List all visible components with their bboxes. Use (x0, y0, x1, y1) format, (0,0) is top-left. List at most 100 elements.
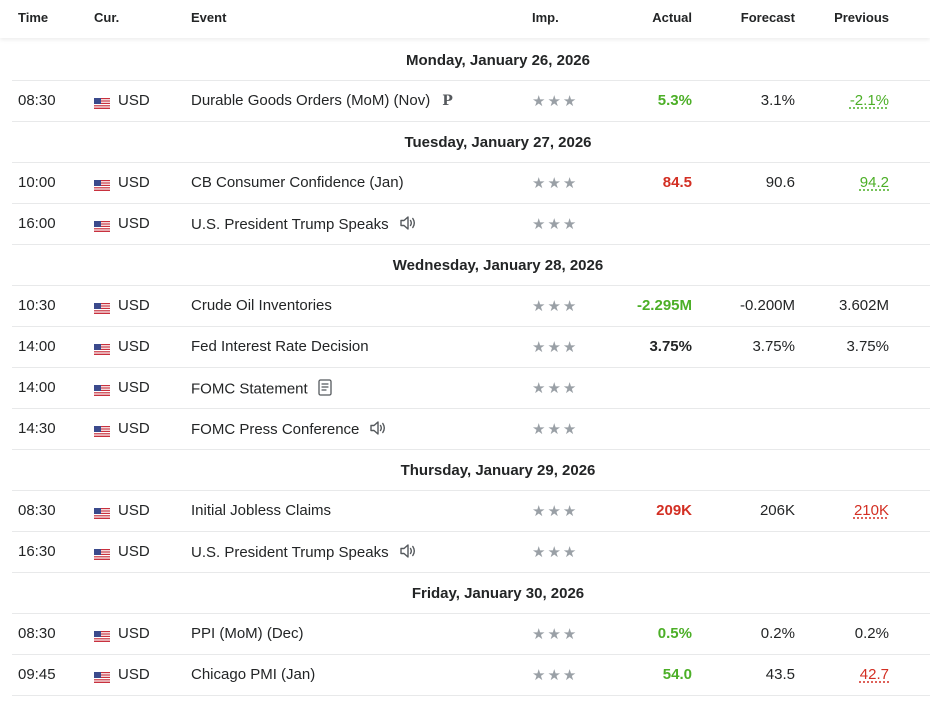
event-name-cell[interactable]: CB Consumer Confidence (Jan) (191, 174, 404, 191)
event-name-cell[interactable]: Initial Jobless Claims (191, 502, 331, 519)
previous-value[interactable]: 94.2 (859, 174, 889, 191)
previous-value[interactable]: -2.1% (849, 92, 889, 109)
date-group-row: Wednesday, January 28, 2026 (12, 245, 930, 286)
us-flag-icon (94, 342, 110, 355)
importance-stars: ★★★ (532, 175, 579, 192)
event-name[interactable]: CB Consumer Confidence (Jan) (191, 174, 404, 191)
event-name[interactable]: Initial Jobless Claims (191, 502, 332, 519)
importance-stars: ★★★ (532, 503, 579, 520)
importance-stars: ★★★ (532, 216, 579, 233)
date-label: Tuesday, January 27, 2026 (404, 134, 592, 151)
header-previous[interactable]: Previous (834, 10, 889, 25)
event-row[interactable]: 10:30 USD Crude Oil Inventories ★★★ -2.295M -… (12, 286, 930, 327)
date-group-row: Friday, January 30, 2026 (12, 573, 930, 614)
us-flag-icon (94, 96, 110, 109)
event-time: 14:30 (18, 420, 56, 437)
preliminary-icon[interactable]: P (442, 93, 453, 109)
event-row[interactable]: 09:45 USD Chicago PMI (Jan) ★★★ 54.0 43.5 42.7 (12, 655, 930, 696)
event-currency: USD (118, 420, 150, 437)
actual-value: 3.75% (649, 338, 692, 355)
date-group-row: Tuesday, January 27, 2026 (12, 122, 930, 163)
us-flag-icon (94, 506, 110, 519)
event-currency: USD (118, 338, 150, 355)
importance-stars: ★★★ (532, 380, 579, 397)
event-name[interactable]: U.S. President Trump Speaks (191, 215, 389, 233)
importance-stars: ★★★ (532, 421, 579, 438)
event-name[interactable]: Crude Oil Inventories (191, 297, 332, 314)
event-currency: USD (118, 215, 150, 232)
event-currency: USD (118, 297, 150, 314)
event-time: 08:30 (18, 92, 56, 109)
date-label: Wednesday, January 28, 2026 (392, 257, 604, 274)
actual-value: 0.5% (657, 625, 692, 642)
event-time: 14:00 (18, 338, 56, 355)
speaker-icon[interactable] (399, 543, 417, 563)
event-time: 10:00 (18, 174, 56, 191)
event-name-cell[interactable]: Durable Goods Orders (MoM) (Nov) P (191, 92, 453, 109)
event-name-cell[interactable]: FOMC Statement (191, 379, 332, 400)
date-group-row: Thursday, January 29, 2026 (12, 450, 930, 491)
speaker-icon[interactable] (399, 215, 417, 235)
event-name-cell[interactable]: Crude Oil Inventories (191, 297, 332, 314)
event-time: 14:00 (18, 379, 56, 396)
economic-calendar-table: Monday, January 26, 2026 08:30 USD Durable … (0, 40, 930, 696)
importance-stars: ★★★ (532, 626, 579, 643)
previous-value[interactable]: 210K (853, 502, 889, 519)
us-flag-icon (94, 219, 110, 232)
date-label: Monday, January 26, 2026 (406, 52, 590, 69)
event-name[interactable]: Fed Interest Rate Decision (191, 338, 369, 355)
event-currency: USD (118, 379, 150, 396)
forecast-value: 3.1% (760, 92, 795, 109)
forecast-value: 90.6 (765, 174, 795, 191)
event-row[interactable]: 14:00 USD FOMC Statement ★★★ (12, 368, 930, 409)
event-time: 16:00 (18, 215, 56, 232)
event-currency: USD (118, 543, 150, 560)
event-row[interactable]: 08:30 USD PPI (MoM) (Dec) ★★★ 0.5% 0.2% 0.2% (12, 614, 930, 655)
event-name[interactable]: Durable Goods Orders (MoM) (Nov) (191, 92, 431, 109)
event-row[interactable]: 08:30 USD Durable Goods Orders (MoM) (Nov)… (12, 81, 930, 122)
event-row[interactable]: 16:30 USD U.S. President Trump Speaks ★★★ (12, 532, 930, 573)
event-name-cell[interactable]: FOMC Press Conference (191, 420, 387, 440)
event-name-cell[interactable]: U.S. President Trump Speaks (191, 543, 417, 563)
event-name-cell[interactable]: Fed Interest Rate Decision (191, 338, 369, 355)
header-actual[interactable]: Actual (652, 10, 692, 25)
us-flag-icon (94, 424, 110, 437)
event-name[interactable]: U.S. President Trump Speaks (191, 543, 389, 561)
header-event[interactable]: Event (191, 10, 227, 25)
header-importance[interactable]: Imp. (532, 10, 559, 25)
previous-value[interactable]: 42.7 (859, 666, 889, 683)
actual-value: 84.5 (662, 174, 692, 191)
importance-stars: ★★★ (532, 298, 579, 315)
forecast-value: 3.75% (752, 338, 795, 355)
event-row[interactable]: 14:30 USD FOMC Press Conference ★★★ (12, 409, 930, 450)
event-name[interactable]: FOMC Press Conference (191, 420, 360, 438)
us-flag-icon (94, 178, 110, 191)
event-row[interactable]: 16:00 USD U.S. President Trump Speaks ★★★ (12, 204, 930, 245)
event-currency: USD (118, 666, 150, 683)
event-name[interactable]: Chicago PMI (Jan) (191, 666, 316, 683)
forecast-value: -0.200M (739, 297, 795, 314)
importance-stars: ★★★ (532, 544, 579, 561)
event-name-cell[interactable]: Chicago PMI (Jan) (191, 666, 315, 683)
forecast-value: 0.2% (760, 625, 795, 642)
event-name-cell[interactable]: PPI (MoM) (Dec) (191, 625, 304, 642)
event-name-cell[interactable]: U.S. President Trump Speaks (191, 215, 417, 235)
us-flag-icon (94, 629, 110, 642)
event-row[interactable]: 14:00 USD Fed Interest Rate Decision ★★★ 3.7… (12, 327, 930, 368)
document-icon[interactable] (318, 379, 332, 400)
event-currency: USD (118, 92, 150, 109)
event-name[interactable]: FOMC Statement (191, 380, 308, 398)
event-time: 10:30 (18, 297, 56, 314)
header-currency[interactable]: Cur. (94, 10, 120, 25)
event-currency: USD (118, 174, 150, 191)
speaker-icon[interactable] (369, 420, 387, 440)
previous-value: 3.75% (846, 338, 889, 355)
header-time[interactable]: Time (18, 10, 49, 25)
event-row[interactable]: 10:00 USD CB Consumer Confidence (Jan) ★★★ 8… (12, 163, 930, 204)
header-forecast[interactable]: Forecast (740, 10, 795, 25)
event-name[interactable]: PPI (MoM) (Dec) (191, 625, 304, 642)
previous-value: 3.602M (838, 297, 889, 314)
event-currency: USD (118, 502, 150, 519)
event-row[interactable]: 08:30 USD Initial Jobless Claims ★★★ 209K 206… (12, 491, 930, 532)
event-time: 09:45 (18, 666, 56, 683)
